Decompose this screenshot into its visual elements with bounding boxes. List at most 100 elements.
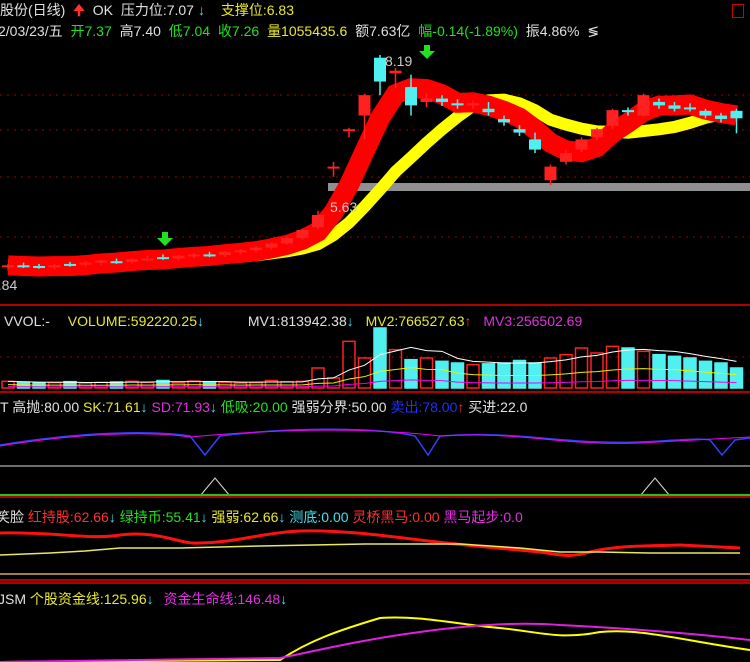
candle-body — [389, 70, 402, 74]
candle-body — [312, 214, 324, 228]
candle-body — [653, 101, 665, 106]
sk-value: SK:71.61 — [83, 399, 141, 415]
sell-value: 卖出:78.00 — [390, 399, 458, 415]
candle-body — [405, 86, 417, 106]
volume-bar — [342, 340, 356, 389]
sd-line — [0, 429, 750, 447]
candle-body — [110, 261, 123, 264]
candle-body — [95, 260, 107, 263]
life-line — [0, 622, 750, 662]
life-line-value: 资金生命线:146.48 — [163, 591, 281, 607]
volume-panel-header: VVOL:- VOLUME:592220.25↓ MV1:813942.38↓ … — [4, 313, 583, 329]
candle-body — [358, 95, 371, 116]
candle-body — [234, 250, 247, 253]
volume-bar — [605, 345, 620, 389]
volume-bar — [574, 347, 589, 389]
red-hold-line — [0, 529, 741, 557]
candle-body — [157, 257, 169, 260]
candle-body — [715, 115, 727, 119]
dark-horse-value: 黑马起步:0.0 — [443, 509, 523, 525]
volume-bar — [264, 379, 279, 389]
support-band — [328, 183, 750, 191]
open-price: 开7.37 — [70, 23, 112, 39]
more-indicator[interactable]: ≶ — [587, 23, 600, 39]
volume-bar — [636, 350, 651, 389]
volume-bar — [512, 359, 527, 389]
volume-bar — [481, 363, 496, 389]
candle-body — [622, 110, 634, 113]
volume-bar — [667, 355, 682, 389]
buy-signal-line — [199, 477, 671, 497]
fund-line — [0, 616, 750, 662]
candle-body — [591, 129, 603, 138]
volume-bar — [466, 363, 480, 389]
candle-body — [529, 139, 541, 150]
high-sell-value: 高抛:80.00 — [12, 399, 80, 415]
volume-bar — [357, 357, 372, 389]
buy-arrow-icon — [419, 45, 435, 59]
strength-line — [0, 543, 740, 556]
candle-body — [606, 110, 619, 126]
candle-body — [420, 98, 433, 102]
candle-body — [17, 265, 30, 268]
candle-body — [668, 105, 681, 109]
high-price: 高7.40 — [119, 23, 161, 39]
volume-bar — [404, 358, 418, 389]
volume-bar — [156, 379, 170, 389]
candle-body — [436, 98, 448, 102]
volume-bar — [729, 367, 744, 389]
boundary-value: 强弱分界:50.00 — [291, 399, 387, 415]
fund-line-value: 个股资金线:125.96 — [29, 591, 147, 607]
header-row-2: 2/03/23/五 开7.37 高7.40 低7.04 收7.26 量10554… — [0, 21, 603, 41]
candle-body — [730, 110, 743, 119]
candle-body — [141, 258, 154, 261]
volume-bar — [698, 360, 713, 389]
candle-body — [699, 110, 712, 116]
low-buy-value: 低吸:20.00 — [220, 399, 288, 415]
panel4-header: 笑脸 红持股:62.66↓ 绿持币:55.41↓ 强弱:62.66↓ 测底:0.… — [0, 508, 523, 526]
red-hold-value: 红持股:62.66 — [27, 509, 109, 525]
change-value: 幅-0.14(-1.89%) — [418, 23, 518, 39]
sd-value: SD:71.93 — [151, 399, 210, 415]
vol-value: VOLUME:592220.25 — [67, 313, 197, 329]
pressure-level: 压力位:7.07 — [120, 2, 194, 18]
candle-body — [560, 153, 572, 162]
panel3-header: T 高抛:80.00 SK:71.61↓ SD:71.93↓ 低吸:20.00 … — [0, 399, 528, 415]
candle-body — [451, 103, 464, 106]
mv1-line — [7, 346, 737, 384]
candle-body — [467, 103, 479, 106]
volume-bar — [450, 362, 465, 389]
window-toggle-button[interactable] — [732, 4, 744, 18]
candle-body — [327, 166, 340, 169]
support-level: 支撑位:6.83 — [220, 2, 294, 18]
volume-bar — [621, 347, 635, 389]
sell-line — [0, 428, 750, 457]
ok-label: OK — [92, 2, 113, 18]
volume-bar — [652, 353, 666, 389]
candle-body — [544, 166, 557, 181]
candle-body — [482, 108, 495, 113]
candle-body — [281, 238, 293, 244]
panel5-name: JSM — [0, 591, 26, 607]
candle-body — [79, 262, 92, 265]
candle-body — [203, 254, 216, 257]
volume-value: 量1055435.6 — [267, 23, 348, 39]
mv2-value: MV2:766527.63 — [365, 313, 465, 329]
vol-name: VVOL:- — [4, 313, 50, 329]
mv3-line — [7, 379, 737, 388]
down-arrow-icon: ↓ — [197, 2, 205, 18]
candle-body — [2, 265, 14, 268]
mv3-value: MV3:256502.69 — [483, 313, 583, 329]
candle-body — [64, 263, 76, 266]
candle-body — [172, 255, 185, 259]
volume-bar — [311, 367, 325, 389]
candle-body — [126, 259, 138, 262]
header-row-1: 股份(日线) 🠉 OK 压力位:7.07 ↓ 支撑位:6.83 — [0, 0, 298, 20]
mid-price-label: 5.63 — [330, 199, 358, 215]
volume-bar — [683, 357, 697, 389]
candle-body — [684, 107, 696, 110]
amount-value: 额7.63亿 — [355, 23, 411, 39]
close-price: 收7.26 — [217, 23, 260, 39]
volume-bar — [171, 382, 186, 389]
